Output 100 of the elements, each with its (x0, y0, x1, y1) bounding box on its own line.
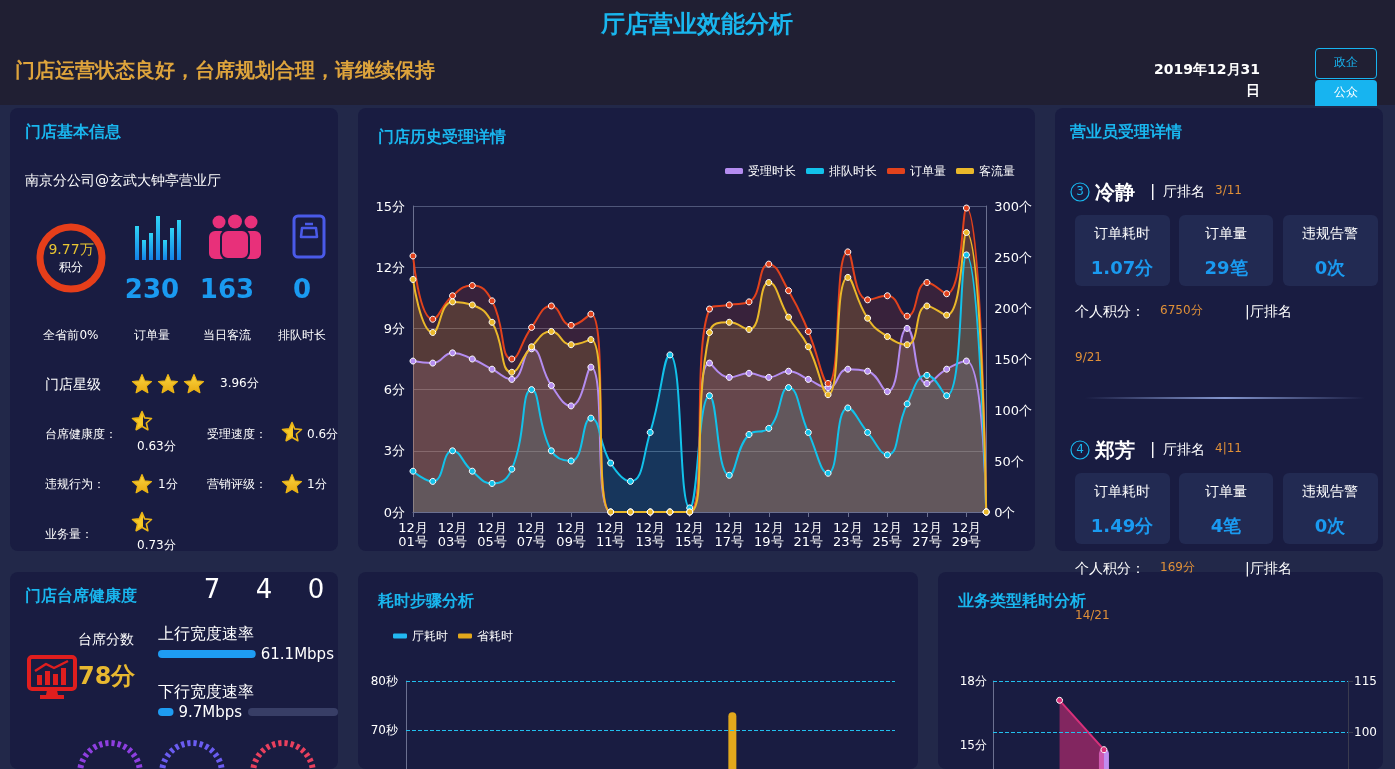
text: 郑芳 (1095, 437, 1135, 462)
y-tick-label: 80秒 (370, 674, 398, 688)
y2-tick-label: 250个 (994, 249, 1033, 265)
text: 个人积分： (1075, 302, 1145, 320)
text: 0次 (1314, 514, 1346, 537)
y-tick-label: 6分 (383, 382, 405, 398)
y2-tick-label: 115 (1354, 674, 1377, 688)
x-tick-label: 12月 15号 (674, 519, 705, 549)
data-label: 9.7Mbps (178, 703, 243, 721)
x-tick-label: 12月 07号 (516, 519, 547, 549)
legend-label: 客流量 (979, 164, 1015, 178)
y2-tick-label: 150个 (994, 351, 1033, 367)
text: 3.96分 (220, 376, 259, 391)
legend-label: 省耗时 (477, 629, 513, 643)
text: 1分 (307, 477, 327, 492)
text: 14/21 (1075, 608, 1110, 623)
text: 违规行为： (45, 477, 105, 492)
x-tick-label: 12月 19号 (754, 519, 784, 549)
text: 冷静 (1095, 179, 1135, 204)
text: 0.73分 (137, 538, 176, 553)
text: 门店星级 (45, 375, 101, 393)
x-tick-label: 12月 25号 (872, 519, 903, 549)
y-tick-label: 上行宽度速率 (158, 623, 254, 643)
x-tick-label: 12月 17号 (714, 519, 745, 549)
y2-tick-label: 50个 (994, 453, 1024, 469)
x-tick-label: 12月 09号 (556, 519, 586, 549)
y-tick-label: 9分 (383, 320, 405, 336)
chart-title: 业务类型耗时分析 (957, 590, 1086, 610)
text: |厅排名 (1245, 302, 1292, 320)
text: 营业员受理详情 (1070, 121, 1182, 142)
x-tick-label: 12月 29号 (951, 519, 982, 549)
annotation: 4 (255, 574, 273, 605)
text: 0 (307, 574, 325, 605)
text: 4笔 (1210, 514, 1242, 537)
text: 29笔 (1204, 256, 1248, 279)
x-tick-label: 12月 05号 (477, 519, 507, 549)
text: 政企 (1334, 55, 1358, 70)
y-tick-label: 下行宽度速率 (158, 681, 254, 701)
y2-tick-label: 100个 (994, 402, 1033, 418)
legend-label: 厅耗时 (412, 629, 448, 643)
annotation: 7 (203, 574, 221, 605)
text: | (1150, 438, 1156, 459)
y-tick-label: 70秒 (370, 722, 398, 737)
text: 违规告警 (1302, 224, 1358, 242)
text: 南京分公司@玄武大钟亭营业厅 (25, 171, 221, 189)
text: 台席分数 (78, 630, 134, 648)
text: 厅排名 (1163, 440, 1205, 458)
text: 厅排名 (1163, 182, 1205, 200)
y-tick-label: 15分 (959, 738, 987, 753)
x-tick-label: 12月 01号 (398, 519, 428, 549)
x-tick-label: 12月 23号 (833, 519, 863, 549)
text: 1.49分 (1090, 514, 1154, 537)
text: 0次 (1314, 256, 1346, 279)
text: 订单耗时 (1094, 482, 1150, 500)
text: 6750分 (1160, 303, 1203, 318)
text: 门店台席健康度 (25, 585, 137, 606)
legend-label: 排队时长 (829, 164, 877, 178)
y-tick-label: 15分 (375, 198, 405, 214)
text: 3/11 (1215, 183, 1242, 198)
text: 台席健康度： (45, 427, 117, 442)
y-tick-label: 3分 (383, 443, 405, 459)
y-tick-label: 18分 (959, 674, 987, 688)
text: 厅店营业效能分析 (601, 10, 793, 39)
chart-title: 门店历史受理详情 (378, 126, 506, 146)
text: 门店运营状态良好，台席规划合理，请继续保持 (15, 57, 435, 82)
text: 订单量 (134, 328, 170, 343)
text: 230 (124, 274, 180, 305)
text: 全省前0% (43, 328, 99, 343)
x-tick-label: 12月 27号 (912, 519, 942, 549)
data-label: 61.1Mbps (260, 645, 335, 663)
y-tick-label: 0分 (383, 504, 405, 520)
legend-label: 订单量 (910, 164, 946, 178)
y2-tick-label: 0个 (994, 504, 1016, 520)
chart-title: 耗时步骤分析 (377, 590, 474, 610)
legend-label: 受理时长 (748, 164, 796, 178)
text: 个人积分： (1075, 559, 1145, 577)
y2-tick-label: 100 (1354, 724, 1377, 739)
text: 排队时长 (278, 328, 326, 343)
text: 0.6分 (307, 427, 339, 442)
text: 订单量 (1205, 482, 1247, 500)
text: 营销评级： (207, 477, 267, 492)
text: 违规告警 (1302, 482, 1358, 500)
text: 0 (292, 274, 312, 305)
text: 9.77万 (48, 240, 94, 258)
text: 4|11 (1215, 441, 1242, 456)
text: |厅排名 (1245, 559, 1292, 577)
text: 订单量 (1205, 224, 1247, 242)
y2-tick-label: 300个 (994, 198, 1033, 214)
text: 积分 (59, 260, 83, 275)
x-tick-label: 12月 21号 (793, 519, 824, 549)
text: 169分 (1160, 560, 1195, 575)
text: 当日客流 (203, 328, 251, 343)
text: 9/21 (1075, 350, 1102, 365)
x-tick-label: 12月 13号 (635, 519, 665, 549)
x-tick-label: 12月 03号 (437, 519, 468, 549)
text: 3 (1076, 184, 1084, 199)
text: 0.63分 (137, 439, 176, 454)
text: 1.07分 (1090, 256, 1154, 279)
text: | (1150, 180, 1156, 201)
y2-tick-label: 200个 (994, 300, 1033, 316)
